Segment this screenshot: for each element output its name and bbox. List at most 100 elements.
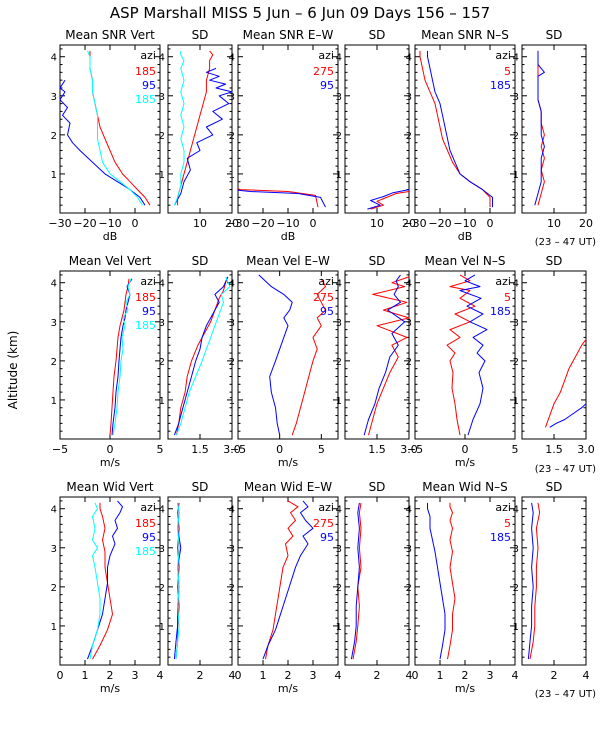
series-line-5 — [446, 274, 476, 436]
panel-title: Mean Vel N–S — [425, 254, 506, 268]
y-tick-label: 3 — [406, 544, 412, 555]
y-tick-label: 1 — [513, 170, 519, 181]
y-tick-label: 4 — [51, 505, 57, 516]
series-line-275 — [352, 502, 362, 660]
series-line-95 — [111, 278, 133, 436]
panel-title: SD — [369, 28, 386, 42]
panel-title: SD — [546, 480, 563, 494]
x-tick-label: 2 — [462, 669, 469, 682]
y-tick-label: 1 — [336, 622, 342, 633]
plot-frame — [521, 496, 587, 666]
legend-item: 275 — [313, 291, 334, 304]
x-tick-label: 10 — [193, 217, 207, 230]
panel-title: SD — [369, 480, 386, 494]
legend-item: 5 — [504, 65, 511, 78]
series-line-5 — [447, 502, 456, 660]
x-axis-label: dB — [458, 230, 473, 243]
time-note-row3: (23 – 47 UT) — [535, 689, 596, 700]
legend-header: azi — [318, 275, 334, 288]
series-line-185 — [89, 502, 101, 660]
x-tick-label: 4 — [512, 669, 519, 682]
series-line-275 — [237, 188, 319, 208]
x-tick-label: −30 — [226, 217, 249, 230]
series-line-185 — [92, 502, 113, 660]
series-line-185 — [87, 50, 143, 206]
y-axis-label: Altitude (km) — [6, 331, 20, 410]
x-tick-label: 0 — [412, 669, 419, 682]
panel-snr-ew-sd: SD 1 2 3 4 10 20 — [336, 28, 416, 230]
y-tick-label: 3 — [336, 544, 342, 555]
y-tick-label: 4 — [513, 53, 519, 64]
y-tick-label: 3 — [159, 92, 165, 103]
x-tick-label: 4 — [157, 669, 164, 682]
x-tick-label: 10 — [547, 217, 561, 230]
x-tick-label: 3.0 — [577, 443, 595, 456]
time-note-row2: (23 – 47 UT) — [535, 464, 596, 475]
series-line-95 — [258, 274, 293, 436]
series-line-185 — [549, 403, 587, 428]
series-line-275 — [368, 276, 410, 436]
panel-title: Mean Wid N–S — [422, 480, 507, 494]
series-line-95 — [262, 500, 314, 660]
legend-header: azi — [140, 49, 156, 62]
x-tick-label: 4 — [406, 669, 413, 682]
series-line-275 — [265, 500, 299, 660]
x-tick-label: −30 — [48, 217, 71, 230]
y-tick-label: 1 — [159, 170, 165, 181]
legend-header: azi — [140, 501, 156, 514]
legend-item: 95 — [320, 79, 334, 92]
y-tick-label: 2 — [159, 131, 165, 142]
plot-frame — [237, 270, 339, 440]
y-tick-label: 3 — [159, 544, 165, 555]
legend-item: 185 — [490, 79, 511, 92]
panel-title: Mean Vel E–W — [246, 254, 330, 268]
series-line-185 — [177, 50, 214, 206]
y-tick-label: 3 — [406, 318, 412, 329]
x-axis-label: m/s — [455, 682, 475, 695]
y-tick-label: 2 — [513, 583, 519, 594]
y-tick-label: 1 — [513, 396, 519, 407]
y-tick-label: 3 — [513, 92, 519, 103]
x-tick-label: 5 — [512, 443, 519, 456]
x-tick-label: −20 — [73, 217, 96, 230]
series-line-185 — [527, 502, 534, 660]
legend-header: azi — [318, 49, 334, 62]
panel-snr-ns-sd: SD 1 2 3 4 10 20 — [513, 28, 593, 230]
y-tick-label: 2 — [229, 357, 235, 368]
y-tick-label: 2 — [51, 583, 57, 594]
legend-item: 185 — [135, 517, 156, 530]
legend-item: 185 — [135, 65, 156, 78]
legend-item: 185 — [135, 93, 156, 106]
x-tick-label: 1 — [260, 669, 267, 682]
legend-item: 185 — [135, 545, 156, 558]
panel-title: Mean SNR Vert — [65, 28, 155, 42]
x-tick-label: 0 — [487, 217, 494, 230]
x-tick-label: 20 — [225, 217, 239, 230]
legend-item: 185 — [135, 291, 156, 304]
y-tick-label: 4 — [229, 279, 235, 290]
y-tick-label: 2 — [159, 583, 165, 594]
x-tick-label: −5 — [52, 443, 68, 456]
y-tick-label: 3 — [229, 544, 235, 555]
x-tick-label: 0 — [57, 669, 64, 682]
y-tick-label: 3 — [159, 318, 165, 329]
x-tick-label: 0 — [107, 443, 114, 456]
x-tick-label: 1.5 — [191, 443, 209, 456]
legend-header: azi — [495, 275, 511, 288]
y-tick-label: 4 — [229, 505, 235, 516]
x-tick-label: 0 — [276, 443, 283, 456]
x-tick-label: 0 — [462, 443, 469, 456]
x-axis-label: dB — [103, 230, 118, 243]
figure-title: ASP Marshall MISS 5 Jun – 6 Jun 09 Days … — [110, 4, 490, 22]
series-line-5 — [545, 339, 587, 428]
x-tick-label: −10 — [453, 217, 476, 230]
y-tick-label: 2 — [229, 583, 235, 594]
y-tick-label: 3 — [229, 318, 235, 329]
y-tick-label: 4 — [406, 279, 412, 290]
